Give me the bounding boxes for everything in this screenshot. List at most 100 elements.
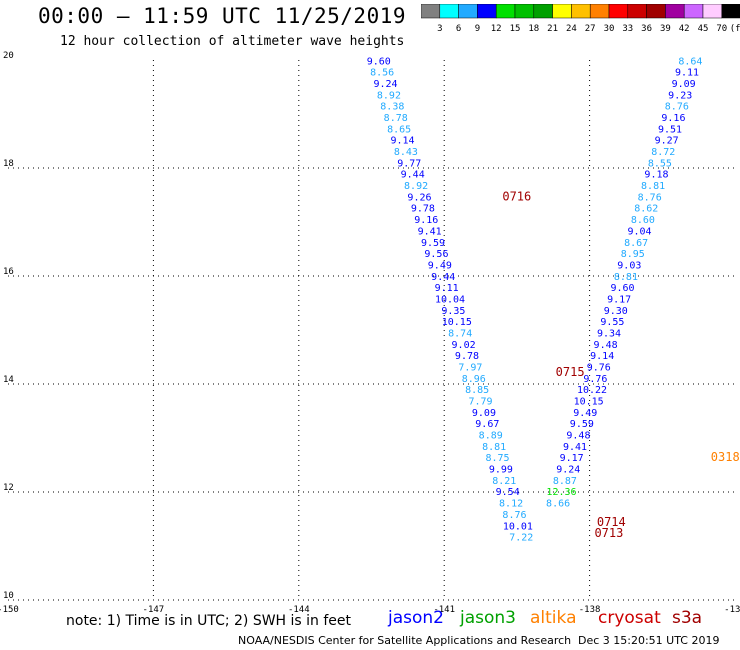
wave-height-point: 9.99 — [489, 465, 513, 476]
colorbar-label: 70 — [716, 24, 727, 34]
wave-height-point: 8.66 — [546, 499, 570, 510]
wave-height-point: 9.09 — [472, 408, 496, 419]
x-tick-label: -150 — [0, 605, 19, 615]
colorbar-label: 3 — [437, 24, 442, 34]
wave-height-point: 8.43 — [394, 147, 418, 158]
wave-height-point: 9.35 — [441, 306, 465, 317]
wave-height-point: 9.44 — [401, 170, 425, 181]
wave-height-point: 9.11 — [675, 68, 699, 79]
wave-height-point: 9.48 — [566, 431, 590, 442]
wave-height-point: 7.79 — [469, 397, 493, 408]
wave-height-point: 9.54 — [496, 487, 520, 498]
wave-height-point: 9.17 — [607, 294, 631, 305]
wave-height-point: 7.22 — [509, 533, 533, 544]
wave-height-point: 8.75 — [485, 453, 509, 464]
wave-height-point: 10.15 — [574, 397, 604, 408]
wave-height-point: 10.01 — [503, 521, 533, 532]
colorbar-label: 18 — [528, 24, 539, 34]
y-tick-label: 12 — [3, 483, 14, 493]
pass-time-label: 0716 — [502, 189, 531, 203]
wave-height-point: 9.59 — [570, 419, 594, 430]
wave-height-plot: -150 -147 -144 -141 -138 -135 20 18 16 14 12 10 9.60… — [0, 51, 740, 615]
wave-height-point: 9.51 — [658, 124, 682, 135]
wave-height-point: 9.49 — [428, 260, 452, 271]
colorbar-label: 36 — [641, 24, 652, 34]
wave-height-point: 9.16 — [414, 215, 438, 226]
pass-time-label: 0713 — [594, 526, 623, 540]
colorbar-label: 24 — [566, 24, 577, 34]
colorbar-label: 42 — [679, 24, 690, 34]
legend-s3a: s3a — [672, 608, 703, 628]
wave-height-point: 9.41 — [563, 442, 587, 453]
x-tick-label: -141 — [433, 605, 455, 615]
legend-cryosat: cryosat — [598, 608, 661, 628]
legend-jason2: jason2 — [388, 608, 444, 628]
legend-altika: altika — [530, 608, 577, 628]
source-credit: NOAA/NESDIS Center for Satellite Applica… — [238, 634, 572, 647]
wave-height-point: 9.18 — [644, 170, 668, 181]
wave-height-point: 9.60 — [367, 56, 391, 67]
footnote: note: 1) Time is in UTC; 2) SWH is in fe… — [66, 613, 352, 629]
chart-title: 00:00 – 11:59 UTC 11/25/2019 — [38, 4, 407, 28]
wave-height-point: 8.38 — [380, 102, 404, 113]
x-tick-label: -135 — [724, 605, 740, 615]
wave-height-point: 8.55 — [648, 158, 672, 169]
wave-height-point: 8.92 — [377, 90, 401, 101]
generated-date: Dec 3 15:20:51 UTC 2019 — [578, 634, 720, 647]
wave-height-point: 8.67 — [624, 238, 648, 249]
wave-height-point: 9.60 — [611, 283, 635, 294]
wave-height-point: 8.12 — [499, 499, 523, 510]
wave-height-point: 8.56 — [370, 68, 394, 79]
wave-height-point: 9.55 — [600, 317, 624, 328]
wave-height-point: 8.62 — [634, 204, 658, 215]
wave-height-point: 8.81 — [641, 181, 665, 192]
wave-height-point: 8.85 — [465, 385, 489, 396]
wave-height-point: 8.89 — [479, 431, 503, 442]
x-tick-label: -138 — [579, 605, 601, 615]
wave-height-point: 9.78 — [455, 351, 479, 362]
colorbar-label: 30 — [604, 24, 615, 34]
wave-height-point: 8.96 — [462, 374, 486, 385]
wave-height-point: 8.76 — [502, 510, 526, 521]
x-tick-label: -144 — [288, 605, 310, 615]
wave-height-point: 9.34 — [597, 328, 621, 339]
y-tick-label: 20 — [3, 51, 14, 61]
y-tick-label: 10 — [3, 591, 14, 601]
wave-height-point: 8.76 — [665, 102, 689, 113]
wave-height-point: 9.04 — [627, 226, 651, 237]
x-tick-label: -147 — [143, 605, 165, 615]
wave-height-point: 8.81 — [614, 272, 638, 283]
wave-height-point: 8.87 — [553, 476, 577, 487]
colorbar-label: 27 — [585, 24, 596, 34]
pass-time-label: 0318 — [711, 450, 740, 464]
wave-height-point: 8.74 — [448, 328, 472, 339]
chart-subtitle: 12 hour collection of altimeter wave hei… — [60, 34, 405, 49]
wave-height-point: 8.95 — [621, 249, 645, 260]
wave-height-point: 7.97 — [458, 363, 482, 374]
wave-height-point: 8.65 — [387, 124, 411, 135]
wave-height-point: 9.16 — [661, 113, 685, 124]
wave-height-point: 10.15 — [442, 317, 472, 328]
wave-height-point: 9.76 — [583, 374, 607, 385]
wave-height-point: 8.64 — [678, 56, 702, 67]
y-tick-label: 14 — [3, 375, 14, 385]
pass-time-label: 0714 — [597, 515, 626, 529]
wave-height-point: 9.59 — [421, 238, 445, 249]
wave-height-point: 9.14 — [390, 136, 414, 147]
colorbar-swatch — [721, 4, 740, 19]
wave-height-point: 10.22 — [577, 385, 607, 396]
wave-height-point: 9.26 — [407, 192, 431, 203]
wave-height-point: 9.48 — [594, 340, 618, 351]
colorbar-label: 33 — [622, 24, 633, 34]
colorbar-label: 9 — [475, 24, 480, 34]
wave-height-point: 10.04 — [435, 294, 465, 305]
wave-height-point: 8.92 — [404, 181, 428, 192]
wave-height-point: 8.78 — [384, 113, 408, 124]
wave-height-point: 8.60 — [631, 215, 655, 226]
wave-height-point: 12.36 — [546, 487, 576, 498]
wave-height-point: 8.76 — [638, 192, 662, 203]
wave-height-point: 9.24 — [374, 79, 398, 90]
wave-height-point: 8.72 — [651, 147, 675, 158]
wave-height-point: 8.81 — [482, 442, 506, 453]
wave-height-point: 9.09 — [672, 79, 696, 90]
